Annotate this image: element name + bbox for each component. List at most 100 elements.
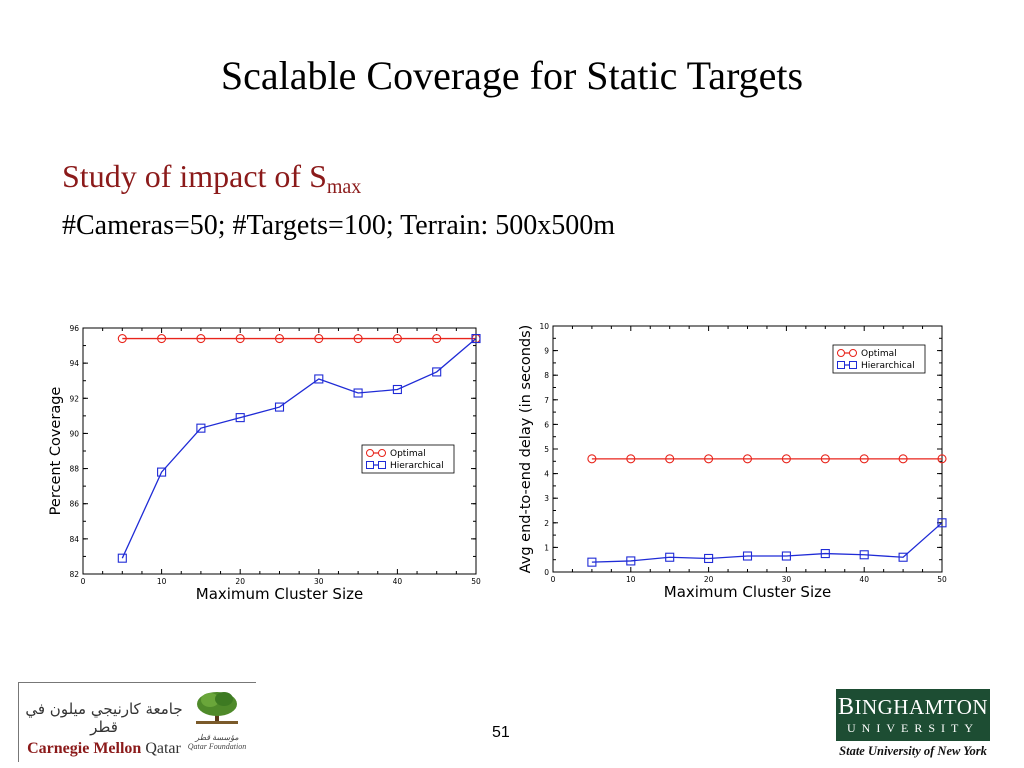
y-tick-label: 84	[69, 535, 79, 544]
x-tick-label: 30	[782, 575, 792, 584]
data-point-hierarchical	[781, 551, 791, 561]
y-tick-label: 2	[544, 519, 549, 528]
cmu-qatar-logo: جامعة كارنيجي ميلون في قطر Carnegie Mell…	[24, 700, 184, 757]
legend-marker-optimal	[366, 449, 374, 457]
x-tick-label: 0	[551, 575, 556, 584]
data-point-hierarchical	[587, 557, 597, 567]
data-point-hierarchical	[235, 413, 245, 423]
binghamton-logo: BINGHAMTON UNIVERSITY	[836, 689, 990, 741]
data-point-hierarchical	[157, 467, 167, 477]
y-tick-label: 82	[69, 570, 79, 579]
x-tick-label: 20	[235, 577, 245, 586]
qf-name: Qatar Foundation	[187, 742, 247, 751]
y-tick-label: 92	[69, 394, 79, 403]
data-point-optimal	[314, 333, 324, 344]
legend-marker-hierarchical	[378, 461, 386, 469]
data-point-hierarchical	[665, 552, 675, 562]
x-tick-label: 20	[704, 575, 714, 584]
x-tick-label: 0	[81, 577, 86, 586]
y-tick-label: 94	[69, 359, 79, 368]
y-tick-label: 88	[69, 465, 79, 474]
legend-box	[361, 444, 455, 474]
data-point-optimal	[859, 454, 869, 464]
data-point-optimal	[157, 333, 167, 344]
qf-arabic-text: مؤسسة قطر	[195, 733, 239, 742]
data-point-optimal	[432, 333, 442, 344]
data-point-optimal	[742, 454, 753, 464]
delay-chart: 0 10 20 30 40 50 0 1 2 3 4 5 6 7 8 9 10 Maximum Cluster S…	[518, 322, 947, 601]
data-point-hierarchical	[859, 550, 869, 560]
data-point-hierarchical	[274, 402, 285, 412]
footer-divider	[18, 682, 256, 683]
bu-name-first: B	[837, 694, 855, 720]
data-point-optimal	[898, 454, 908, 464]
x-tick-label: 50	[937, 575, 947, 584]
data-point-hierarchical	[898, 552, 908, 562]
y-tick-label: 3	[544, 494, 549, 503]
y-tick-label: 90	[69, 429, 79, 438]
legend-marker-optimal	[378, 449, 386, 457]
data-point-optimal	[937, 454, 947, 464]
legend-label-optimal: Optimal	[390, 449, 426, 459]
slide-title: Scalable Coverage for Static Targets	[220, 53, 804, 98]
bu-name-rest: INGHAMTON	[854, 695, 989, 719]
data-point-hierarchical	[471, 333, 481, 344]
y-tick-label: 86	[69, 500, 79, 509]
experiment-params: #Cameras=50; #Targets=100; Terrain: 500x…	[62, 210, 616, 241]
data-point-optimal	[704, 454, 714, 464]
y-tick-label: 96	[69, 324, 79, 333]
qatar-foundation-logo: مؤسسة قطر Qatar Foundation	[186, 688, 248, 760]
legend-label-hierarchical: Hierarchical	[861, 361, 915, 371]
coverage-chart: 0 10 20 30 40 50 82 84 86 88 90 92 94 96 Maximum Clust…	[48, 324, 481, 603]
slide-subtitle: Study of impact of Smax	[62, 158, 361, 199]
data-point-hierarchical	[117, 553, 127, 563]
data-point-optimal	[117, 333, 127, 344]
legend-box	[832, 344, 926, 374]
bu-university: UNIVERSITY	[847, 721, 979, 735]
y-tick-label: 4	[544, 470, 549, 479]
legend-marker-hierarchical	[849, 361, 857, 369]
y-tick-label: 7	[544, 396, 549, 405]
legend-marker-hierarchical	[366, 461, 374, 469]
cmu-name: Carnegie Mellon Qatar	[24, 740, 184, 758]
data-point-hierarchical	[704, 553, 714, 564]
x-tick-label: 30	[314, 577, 324, 586]
x-tick-label: 10	[626, 575, 636, 584]
legend-label-optimal: Optimal	[861, 349, 897, 359]
data-point-hierarchical	[353, 388, 363, 398]
bu-tagline: State University of New York	[839, 744, 987, 758]
tree-icon	[196, 692, 238, 724]
data-point-hierarchical	[314, 374, 324, 384]
data-point-optimal	[274, 333, 285, 344]
y-tick-label: 6	[544, 420, 549, 429]
y-tick-label: 0	[544, 568, 549, 577]
cmu-arabic-text: جامعة كارنيجي ميلون في قطر	[25, 700, 183, 736]
data-point-optimal	[665, 454, 675, 464]
series-line-hierarchical	[591, 522, 943, 563]
data-point-hierarchical	[820, 549, 830, 559]
cmu-name-suffix: Qatar	[145, 740, 181, 757]
y-tick-label: 8	[544, 371, 549, 380]
data-point-optimal	[820, 454, 830, 464]
series-line-hierarchical	[121, 338, 477, 559]
subtitle-main: Study of impact of S	[62, 158, 327, 194]
data-point-hierarchical	[937, 518, 947, 528]
data-point-hierarchical	[196, 423, 206, 433]
y-axis-label: Percent Coverage	[48, 387, 64, 516]
y-tick-label: 9	[544, 347, 549, 356]
data-point-optimal	[196, 333, 206, 344]
legend-label-hierarchical: Hierarchical	[390, 461, 444, 471]
data-point-hierarchical	[392, 384, 402, 395]
x-tick-label: 50	[471, 577, 481, 586]
subtitle-subscript: max	[326, 176, 362, 198]
legend-marker-hierarchical	[837, 361, 845, 369]
x-axis-label: Maximum Cluster Size	[196, 585, 363, 603]
cmu-name-main: Carnegie Mellon	[27, 740, 142, 757]
data-point-optimal	[626, 454, 636, 464]
data-point-hierarchical	[626, 556, 636, 566]
x-tick-label: 40	[859, 575, 869, 584]
y-tick-label: 5	[544, 445, 549, 454]
x-tick-label: 10	[157, 577, 167, 586]
page-number: 51	[492, 724, 510, 741]
legend-marker-optimal	[837, 349, 845, 357]
